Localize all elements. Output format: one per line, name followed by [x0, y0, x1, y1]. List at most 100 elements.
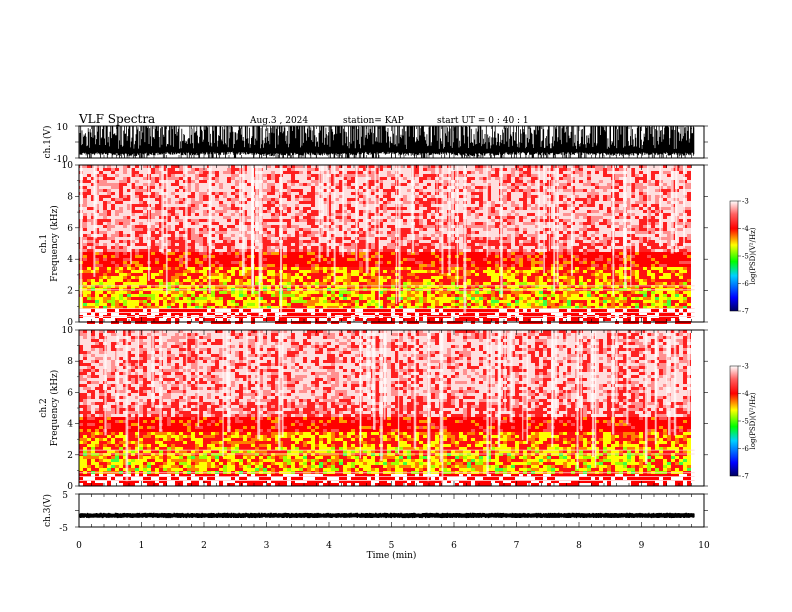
spectrogram-cell [479, 204, 483, 207]
spectrogram-cell [371, 258, 375, 261]
spectrogram-cell [179, 180, 183, 183]
spectrogram-cell [619, 258, 623, 261]
spectrogram-cell [223, 189, 227, 192]
spectrogram-cell [427, 168, 431, 171]
spectrogram-cell [423, 171, 427, 174]
spectrogram-cell [667, 246, 671, 249]
spectrogram-cell [471, 171, 475, 174]
spectrogram-cell [283, 183, 287, 186]
spectrogram-cell [215, 225, 219, 228]
spectrogram-cell [339, 258, 343, 261]
spectrogram-cell [467, 195, 471, 198]
spectrogram-cell [83, 207, 87, 210]
spectrogram-cell [475, 255, 479, 258]
spectrogram-cell [243, 252, 247, 255]
spectrogram-cell [339, 216, 343, 219]
spectrogram-cell [639, 210, 643, 213]
spectrogram-cell [99, 201, 103, 204]
spectrogram-cell [379, 243, 383, 246]
spectrogram-cell [331, 204, 335, 207]
spectrogram-cell [351, 186, 355, 189]
spectrogram-cell [551, 165, 555, 168]
spectrogram-cell [175, 225, 179, 228]
spectrogram-cell [287, 186, 291, 189]
spectrogram-cell [307, 228, 311, 231]
spectrogram-cell [387, 228, 391, 231]
spectrogram-cell [479, 207, 483, 210]
spectrogram-cell [87, 186, 91, 189]
spectrogram-cell [239, 177, 243, 180]
spectrogram-cell [567, 165, 571, 168]
spectrogram-cell [495, 237, 499, 240]
spectrogram-cell [679, 240, 683, 243]
spectrogram-cell [459, 174, 463, 177]
spectrogram-cell [111, 174, 115, 177]
spectrogram-cell [407, 204, 411, 207]
spectrogram-cell [367, 195, 371, 198]
spectrogram-cell [103, 219, 107, 222]
spectrogram-cell [287, 201, 291, 204]
spectrogram-cell [631, 189, 635, 192]
spectrogram-cell [459, 171, 463, 174]
spectrogram-cell [515, 258, 519, 261]
spectrogram-cell [587, 255, 591, 258]
spectrogram-cell [87, 201, 91, 204]
spectrogram-cell [643, 237, 647, 240]
spectrogram-cell [459, 252, 463, 255]
spectrogram-cell [359, 174, 363, 177]
spectrogram-cell [427, 174, 431, 177]
spectrogram-cell [291, 195, 295, 198]
spectrogram-cell [295, 213, 299, 216]
spectrogram-cell [459, 180, 463, 183]
spectrogram-cell [271, 183, 275, 186]
spectrogram-cell [491, 198, 495, 201]
spectrogram-cell [471, 237, 475, 240]
spectrogram-cell [595, 204, 599, 207]
spectrogram-cell [399, 225, 403, 228]
spectrogram-cell [527, 204, 531, 207]
spectrogram-cell [523, 255, 527, 258]
spectrogram-cell [567, 219, 571, 222]
spectrogram-cell [667, 210, 671, 213]
spectrogram-cell [575, 177, 579, 180]
spectrogram-cell [423, 198, 427, 201]
spectrogram-cell [595, 231, 599, 234]
spectrogram-cell [411, 255, 415, 258]
spectrogram-cell [107, 231, 111, 234]
spectrogram-cell [407, 213, 411, 216]
spectrogram-cell [359, 192, 363, 195]
spectrogram-cell [115, 237, 119, 240]
spectrogram-cell [83, 243, 87, 246]
spectrogram-cell [367, 186, 371, 189]
spectrogram-cell [567, 237, 571, 240]
spectrogram-cell [587, 168, 591, 171]
spectrogram-cell [399, 177, 403, 180]
spectrogram-cell [471, 222, 475, 225]
spectrogram-cell [371, 234, 375, 237]
spectrogram-cell [535, 207, 539, 210]
spectrogram-cell [287, 252, 291, 255]
spectrogram-cell [155, 204, 159, 207]
spectrogram-cell [655, 195, 659, 198]
spectrogram-cell [551, 195, 555, 198]
spectrogram-cell [651, 210, 655, 213]
spectrogram-cell [179, 237, 183, 240]
spectrogram-cell [235, 249, 239, 252]
spectrogram-cell [407, 180, 411, 183]
spectrogram-cell [419, 168, 423, 171]
spectrogram-cell [143, 213, 147, 216]
spectrogram-cell [387, 237, 391, 240]
spectrogram-cell [687, 210, 691, 213]
spectrogram-cell [451, 255, 455, 258]
spectrogram-cell [599, 204, 603, 207]
spectrogram-cell [311, 207, 315, 210]
spectrogram-cell [151, 258, 155, 261]
spectrogram-cell [315, 171, 319, 174]
spectrogram-cell [663, 210, 667, 213]
spectrogram-cell [219, 219, 223, 222]
spectrogram-cell [607, 210, 611, 213]
spectrogram-cell [103, 237, 107, 240]
spectrogram-cell [191, 207, 195, 210]
spectrogram-cell [299, 174, 303, 177]
spectrogram-cell [143, 249, 147, 252]
